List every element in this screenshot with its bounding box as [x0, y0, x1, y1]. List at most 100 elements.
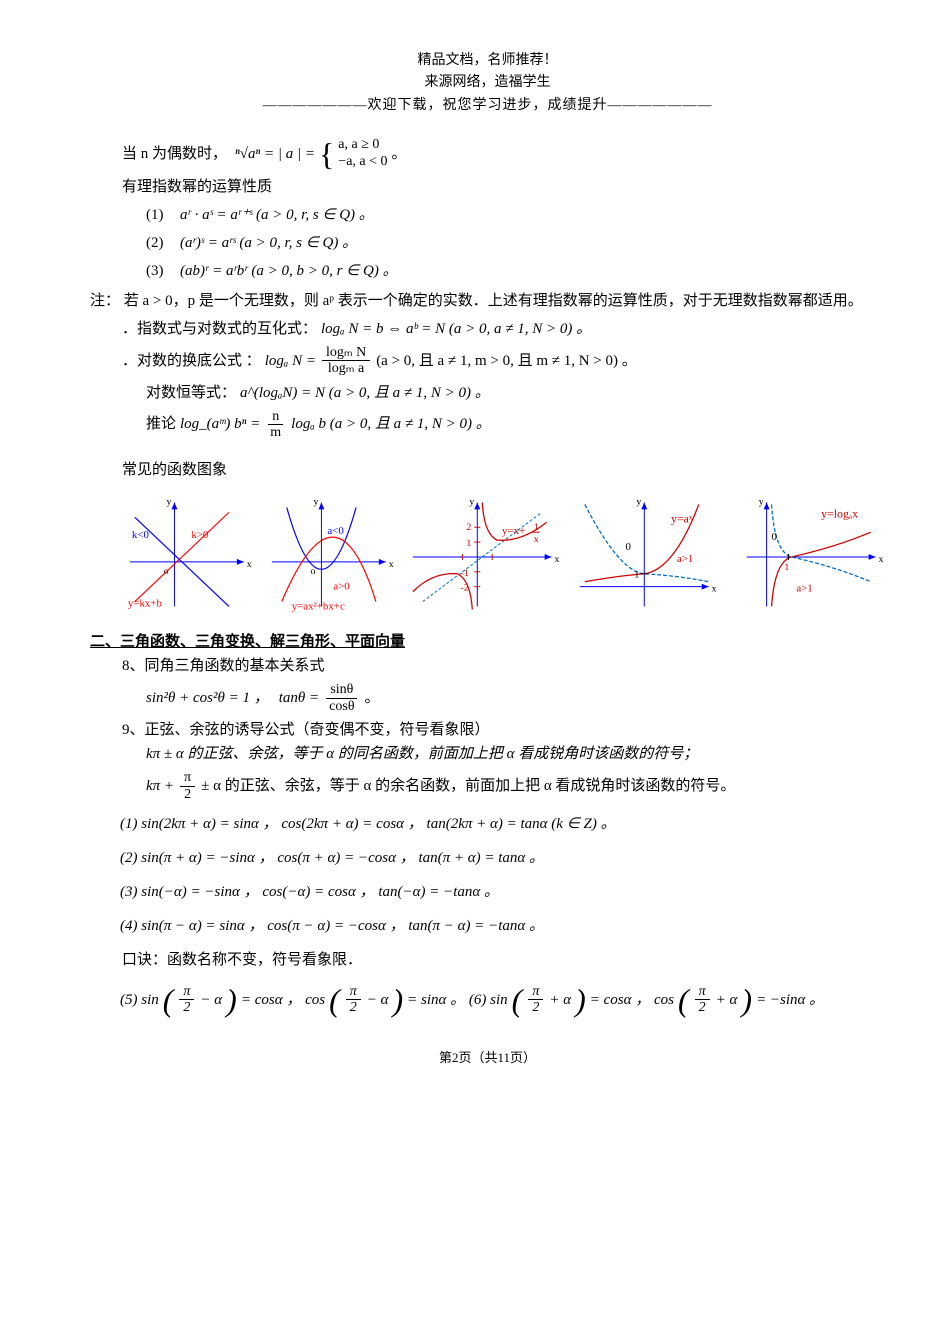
lparen-4: ( — [678, 982, 689, 1018]
f5-frac2: π2 — [346, 984, 361, 1016]
rule-1-label: (1) — [146, 203, 176, 227]
item9-frac: π 2 — [180, 770, 195, 802]
item8-num: sinθ — [326, 682, 357, 698]
chart-exponential: x y 1 0 y=aˣ a>1 — [570, 492, 719, 612]
period: 。 — [392, 142, 407, 166]
chart-reciprocal: x y 2 1 -1 -2 y=x+ 1 x — [403, 492, 561, 612]
svg-text:a>1: a>1 — [677, 553, 693, 565]
svg-text:y: y — [636, 497, 641, 508]
svg-text:x: x — [389, 559, 394, 570]
item9-den: 2 — [180, 787, 195, 802]
log4-frac: n m — [266, 409, 285, 441]
f5-frac4: π2 — [695, 984, 710, 1016]
svg-text:a<0: a<0 — [327, 525, 344, 537]
svg-text:0: 0 — [625, 541, 631, 553]
item8-den: cosθ — [325, 699, 358, 714]
svg-text:k>0: k>0 — [191, 529, 209, 541]
chart-log: x y 1 0 y=logₐx a>1 — [727, 492, 885, 612]
header-line-1: 精品文档，名师推荐！ — [90, 50, 885, 72]
piecewise-cases: a, a ≥ 0 −a, a < 0 — [338, 137, 387, 171]
svg-text:y=logₐx: y=logₐx — [821, 507, 858, 521]
lparen-1: ( — [163, 982, 174, 1018]
log2-num: logₘ N — [322, 345, 370, 361]
mnemonic: 口诀：函数名称不变，符号看象限． — [90, 948, 885, 972]
page-header: 精品文档，名师推荐！ 来源网络，造福学生 ———————欢迎下载，祝您学习进步，… — [90, 50, 885, 117]
log4-lhs: log_(aᵐ) bⁿ = — [180, 412, 260, 436]
item-9-title: 9、正弦、余弦的诱导公式（奇变偶不变，符号看象限） — [90, 718, 885, 742]
item-9-line2: kπ + π 2 ± α 的正弦、余弦，等于 α 的余名函数，前面加上把 α 看… — [90, 770, 885, 802]
formula-1: (1) sin(2kπ + α) = sinα ， cos(2kπ + α) =… — [90, 812, 885, 836]
f5-frac3: π2 — [528, 984, 543, 1016]
svg-text:0: 0 — [771, 531, 777, 543]
item8-frac: sinθ cosθ — [325, 682, 358, 714]
log3-pre: 对数恒等式： — [146, 381, 236, 405]
formula-4: (4) sin(π − α) = sinα ， cos(π − α) = −co… — [90, 914, 885, 938]
lparen-2: ( — [329, 982, 340, 1018]
item8-f2b: 。 — [365, 686, 380, 710]
rparen-4: ) — [741, 982, 752, 1018]
svg-text:1: 1 — [467, 538, 472, 549]
rule-3-expr: (ab)ʳ = aʳbʳ (a > 0, b > 0, r ∈ Q) 。 — [180, 259, 398, 283]
formula-3: (3) sin(−α) = −sinα ， cos(−α) = cosα ， t… — [90, 880, 885, 904]
log-exp-convert: ．指数式与对数式的互化式： logₐ N = b ⇔ aᵇ = N (a > 0… — [90, 317, 885, 341]
rule-3: (3) (ab)ʳ = aʳbʳ (a > 0, b > 0, r ∈ Q) 。 — [90, 259, 885, 283]
log2-den: logₘ a — [324, 361, 368, 376]
formula-5-6: (5) sin ( π2 − α ) = cosα ， cos ( π2 − α… — [90, 982, 885, 1018]
svg-text:x: x — [534, 534, 539, 545]
svg-text:y: y — [470, 497, 475, 508]
f5m4: + α — [716, 988, 738, 1012]
svg-text:k<0: k<0 — [132, 529, 150, 541]
svg-text:y: y — [313, 497, 318, 508]
even-n-text: 当 n 为偶数时， — [122, 142, 227, 166]
log1-pre: ．指数式与对数式的互化式： — [122, 317, 317, 341]
svg-text:2: 2 — [467, 523, 472, 534]
f5-frac1: π2 — [179, 984, 194, 1016]
log-corollary: 推论 log_(aᵐ) bⁿ = n m logₐ b (a > 0, 且 a … — [90, 409, 885, 441]
f5a: (5) sin — [120, 988, 159, 1012]
log-identity: 对数恒等式： a^(logₐN) = N (a > 0, 且 a ≠ 1, N … — [90, 381, 885, 405]
rule-2-label: (2) — [146, 231, 176, 255]
f5d: = cosα ， cos — [590, 988, 674, 1012]
svg-text:-1: -1 — [461, 568, 469, 579]
svg-text:a>0: a>0 — [333, 581, 350, 593]
log2-frac: logₘ N logₘ a — [322, 345, 370, 377]
rule-3-label: (3) — [146, 259, 176, 283]
f5m3: + α — [549, 988, 571, 1012]
charts-row: x y o k<0 k>0 y=kx+b x y o a<0 a>0 y=ax²… — [120, 492, 885, 612]
chart-quadratic: x y o a<0 a>0 y=ax²+bx+c — [262, 492, 396, 612]
log4-num: n — [268, 409, 283, 425]
rparen-1: ) — [226, 982, 237, 1018]
log2-cond: (a > 0, 且 a ≠ 1, m > 0, 且 m ≠ 1, N > 0) … — [376, 349, 637, 373]
even-root-expr: ⁿ√aⁿ = | a | = — [235, 142, 315, 166]
f5m1: − α — [200, 988, 222, 1012]
page-footer: 第2页（共11页） — [90, 1048, 885, 1069]
f5b: = cosα ， cos — [241, 988, 325, 1012]
item-8-title: 8、同角三角函数的基本关系式 — [90, 654, 885, 678]
log2-lhs: logₐ N = — [265, 349, 316, 373]
log3-expr: a^(logₐN) = N (a > 0, 且 a ≠ 1, N > 0) 。 — [240, 381, 490, 405]
header-line-3: ———————欢迎下载，祝您学习进步，成绩提升——————— — [90, 95, 885, 117]
svg-text:y=kx+b: y=kx+b — [128, 598, 163, 610]
rparen-2: ) — [393, 982, 404, 1018]
item9-l2a: kπ + — [146, 774, 174, 798]
formula-2: (2) sin(π + α) = −sinα ， cos(π + α) = −c… — [90, 846, 885, 870]
rule-2: (2) (aʳ)ˢ = aʳˢ (a > 0, r, s ∈ Q) 。 — [90, 231, 885, 255]
item8-f1: sin²θ + cos²θ = 1 ， — [146, 686, 269, 710]
item-9-line1: kπ ± α 的正弦、余弦，等于 α 的同名函数，前面加上把 α 看成锐角时该函… — [90, 742, 885, 766]
common-graphs-title: 常见的函数图象 — [90, 458, 885, 482]
case-1: a, a ≥ 0 — [338, 137, 387, 154]
brace-icon: { — [319, 138, 334, 170]
item8-f2a: tanθ = — [279, 686, 319, 710]
log2-pre: ．对数的换底公式 ： — [122, 349, 261, 373]
svg-text:x: x — [878, 554, 883, 565]
svg-text:-2: -2 — [461, 583, 469, 594]
svg-text:y=x+: y=x+ — [502, 525, 525, 537]
svg-text:1: 1 — [784, 562, 789, 573]
rational-exp-title: 有理指数幂的运算性质 — [90, 175, 885, 199]
case-2: −a, a < 0 — [338, 154, 387, 171]
log4-pre: 推论 — [146, 412, 176, 436]
header-line-2: 来源网络，造福学生 — [90, 72, 885, 94]
log4-den: m — [266, 425, 285, 440]
svg-text:y: y — [167, 497, 172, 508]
svg-text:1: 1 — [534, 523, 539, 534]
